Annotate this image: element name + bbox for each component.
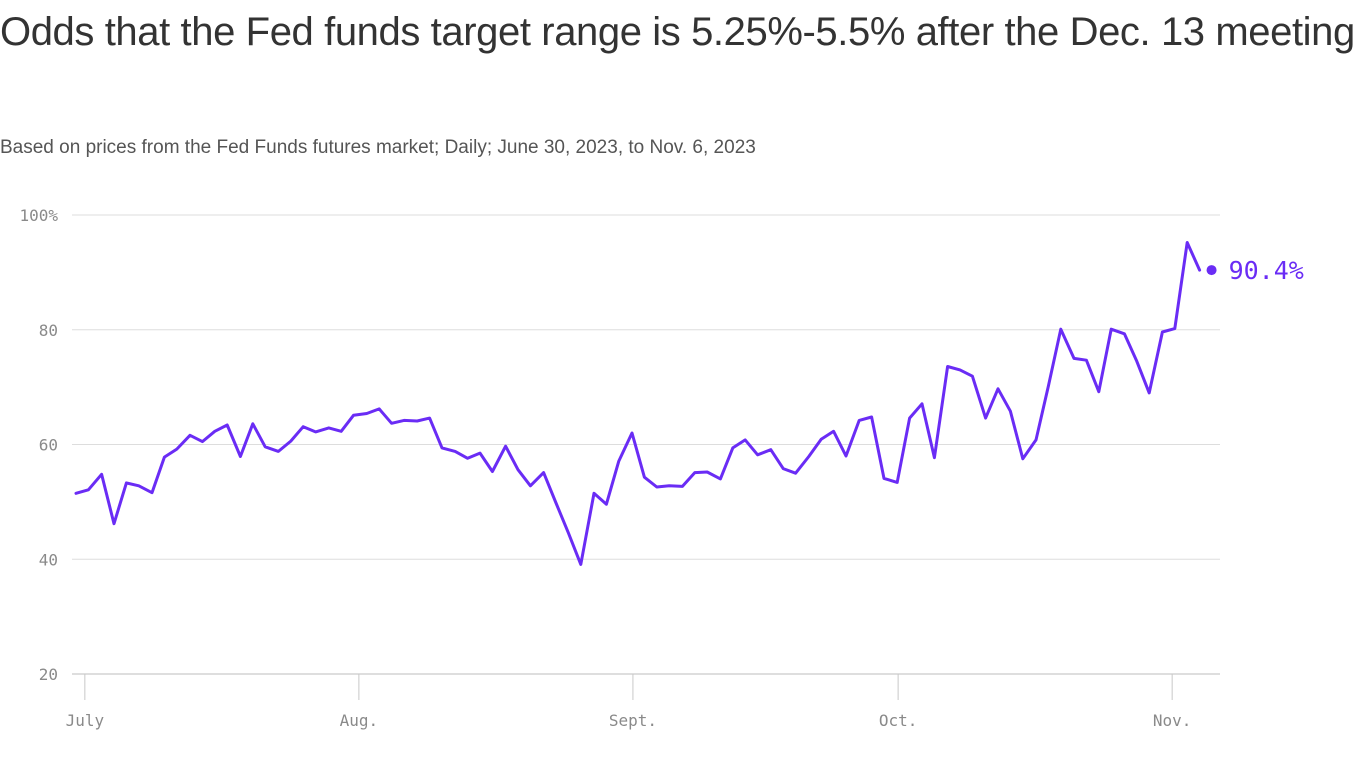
chart-title: Odds that the Fed funds target range is … <box>0 10 1355 54</box>
x-tick-label: Aug. <box>340 711 379 730</box>
y-tick-label: 100% <box>19 206 58 225</box>
end-markers: 90.4% <box>1206 256 1304 285</box>
series-lines <box>74 241 1202 566</box>
x-tick-label: Oct. <box>879 711 918 730</box>
y-tick-label: 40 <box>39 550 58 569</box>
series-line <box>74 241 1202 566</box>
y-tick-label: 20 <box>39 665 58 684</box>
x-tick-label: Sept. <box>609 711 657 730</box>
end-value-label: 90.4% <box>1229 256 1304 285</box>
x-tick-label: July <box>66 711 105 730</box>
x-tick-label: Nov. <box>1153 711 1192 730</box>
y-tick-label: 80 <box>39 321 58 340</box>
y-axis-labels: 100% 80 60 40 20 <box>19 206 58 684</box>
x-axis: July Aug. Sept. Oct. Nov. <box>66 674 1192 730</box>
y-tick-label: 60 <box>39 436 58 455</box>
end-point-marker <box>1206 265 1217 276</box>
chart-subtitle: Based on prices from the Fed Funds futur… <box>0 137 756 158</box>
gridlines <box>72 214 1220 675</box>
